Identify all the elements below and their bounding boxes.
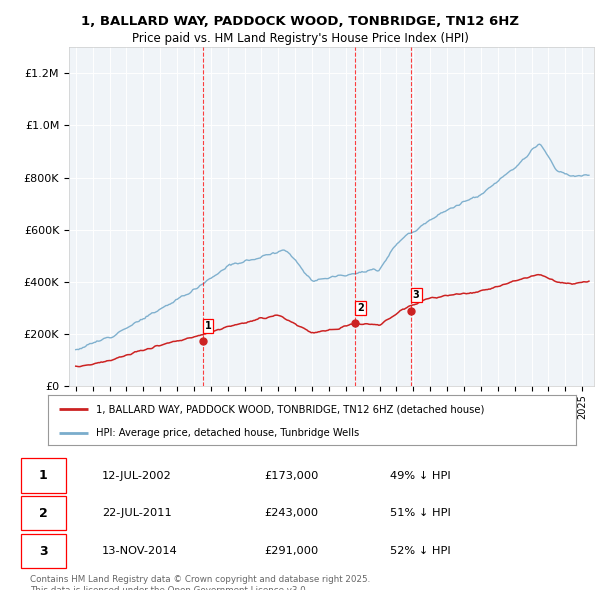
Text: 49% ↓ HPI: 49% ↓ HPI — [390, 471, 451, 480]
Text: 13-NOV-2014: 13-NOV-2014 — [102, 546, 178, 556]
Text: 2: 2 — [39, 507, 47, 520]
Text: 12-JUL-2002: 12-JUL-2002 — [102, 471, 172, 480]
Text: Contains HM Land Registry data © Crown copyright and database right 2025.
This d: Contains HM Land Registry data © Crown c… — [30, 575, 370, 590]
Text: Price paid vs. HM Land Registry's House Price Index (HPI): Price paid vs. HM Land Registry's House … — [131, 32, 469, 45]
FancyBboxPatch shape — [21, 534, 66, 568]
Text: 1, BALLARD WAY, PADDOCK WOOD, TONBRIDGE, TN12 6HZ (detached house): 1, BALLARD WAY, PADDOCK WOOD, TONBRIDGE,… — [95, 404, 484, 414]
Text: 52% ↓ HPI: 52% ↓ HPI — [390, 546, 451, 556]
Text: 1: 1 — [205, 321, 211, 331]
FancyBboxPatch shape — [21, 458, 66, 493]
Text: 3: 3 — [39, 545, 47, 558]
Text: 22-JUL-2011: 22-JUL-2011 — [102, 509, 172, 518]
Text: 51% ↓ HPI: 51% ↓ HPI — [390, 509, 451, 518]
Text: 2: 2 — [357, 303, 364, 313]
Text: HPI: Average price, detached house, Tunbridge Wells: HPI: Average price, detached house, Tunb… — [95, 428, 359, 438]
FancyBboxPatch shape — [21, 496, 66, 530]
Text: 1, BALLARD WAY, PADDOCK WOOD, TONBRIDGE, TN12 6HZ: 1, BALLARD WAY, PADDOCK WOOD, TONBRIDGE,… — [81, 15, 519, 28]
Text: 1: 1 — [39, 469, 47, 482]
Text: £243,000: £243,000 — [264, 509, 318, 518]
Text: 3: 3 — [413, 290, 419, 300]
Text: £173,000: £173,000 — [264, 471, 319, 480]
Text: £291,000: £291,000 — [264, 546, 318, 556]
